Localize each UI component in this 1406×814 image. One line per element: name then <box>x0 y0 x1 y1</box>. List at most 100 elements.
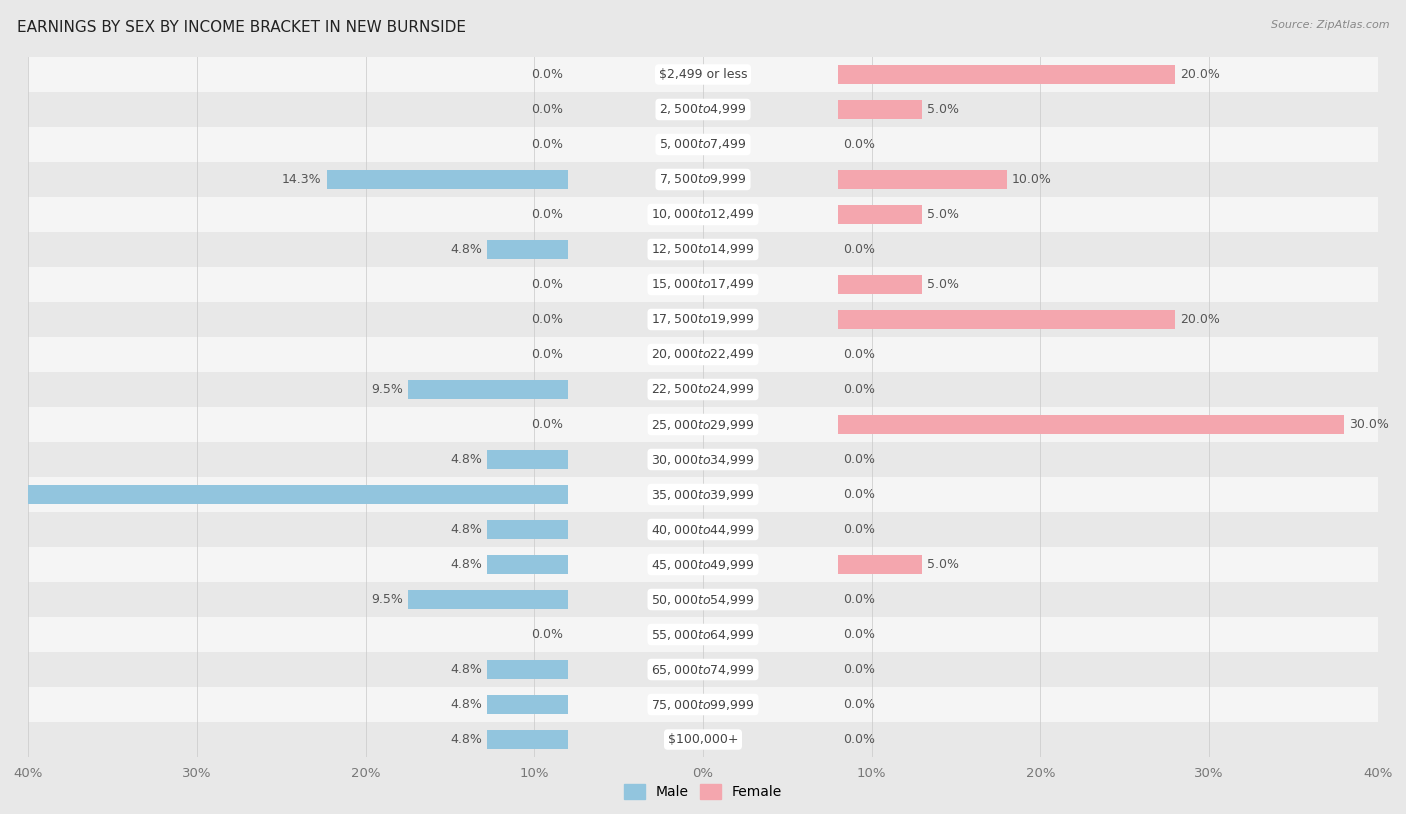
Text: $50,000 to $54,999: $50,000 to $54,999 <box>651 593 755 606</box>
Text: 9.5%: 9.5% <box>371 383 402 396</box>
Text: 0.0%: 0.0% <box>844 663 875 676</box>
Text: $22,500 to $24,999: $22,500 to $24,999 <box>651 383 755 396</box>
Text: $55,000 to $64,999: $55,000 to $64,999 <box>651 628 755 641</box>
FancyBboxPatch shape <box>28 162 1378 197</box>
FancyBboxPatch shape <box>28 722 1378 757</box>
Bar <box>486 240 568 259</box>
Text: 10.0%: 10.0% <box>1012 173 1052 186</box>
FancyBboxPatch shape <box>28 582 1378 617</box>
FancyBboxPatch shape <box>28 372 1378 407</box>
Text: 4.8%: 4.8% <box>450 558 482 571</box>
Text: Source: ZipAtlas.com: Source: ZipAtlas.com <box>1271 20 1389 30</box>
Text: 0.0%: 0.0% <box>531 208 562 221</box>
Text: 20.0%: 20.0% <box>1181 68 1220 81</box>
Text: 0.0%: 0.0% <box>844 383 875 396</box>
Text: 4.8%: 4.8% <box>450 243 482 256</box>
Bar <box>326 170 568 189</box>
Text: 5.0%: 5.0% <box>928 558 959 571</box>
Bar <box>486 695 568 714</box>
Text: 0.0%: 0.0% <box>844 523 875 536</box>
Text: 0.0%: 0.0% <box>531 628 562 641</box>
FancyBboxPatch shape <box>28 442 1378 477</box>
Text: 0.0%: 0.0% <box>844 243 875 256</box>
Bar <box>838 415 1344 434</box>
Text: 0.0%: 0.0% <box>531 68 562 81</box>
Text: 0.0%: 0.0% <box>844 733 875 746</box>
Bar <box>486 450 568 469</box>
FancyBboxPatch shape <box>28 687 1378 722</box>
Text: 0.0%: 0.0% <box>531 418 562 431</box>
FancyBboxPatch shape <box>28 477 1378 512</box>
Text: 0.0%: 0.0% <box>531 103 562 116</box>
Text: $100,000+: $100,000+ <box>668 733 738 746</box>
Text: 4.8%: 4.8% <box>450 523 482 536</box>
FancyBboxPatch shape <box>28 197 1378 232</box>
Text: $2,500 to $4,999: $2,500 to $4,999 <box>659 103 747 116</box>
Text: $20,000 to $22,499: $20,000 to $22,499 <box>651 348 755 361</box>
Bar <box>838 555 922 574</box>
Text: $5,000 to $7,499: $5,000 to $7,499 <box>659 138 747 151</box>
Legend: Male, Female: Male, Female <box>624 784 782 799</box>
Bar <box>486 730 568 749</box>
Text: 4.8%: 4.8% <box>450 663 482 676</box>
FancyBboxPatch shape <box>28 92 1378 127</box>
Bar <box>486 555 568 574</box>
Text: 0.0%: 0.0% <box>844 488 875 501</box>
Text: 0.0%: 0.0% <box>531 138 562 151</box>
Bar <box>486 520 568 539</box>
Text: $30,000 to $34,999: $30,000 to $34,999 <box>651 453 755 466</box>
FancyBboxPatch shape <box>28 407 1378 442</box>
Text: 0.0%: 0.0% <box>531 278 562 291</box>
Text: 0.0%: 0.0% <box>844 628 875 641</box>
Bar <box>838 65 1175 84</box>
Text: $40,000 to $44,999: $40,000 to $44,999 <box>651 523 755 536</box>
Bar <box>838 170 1007 189</box>
FancyBboxPatch shape <box>28 232 1378 267</box>
Text: $35,000 to $39,999: $35,000 to $39,999 <box>651 488 755 501</box>
Text: $15,000 to $17,499: $15,000 to $17,499 <box>651 278 755 291</box>
Text: 4.8%: 4.8% <box>450 453 482 466</box>
Text: 5.0%: 5.0% <box>928 103 959 116</box>
Text: 30.0%: 30.0% <box>1350 418 1389 431</box>
Bar <box>838 310 1175 329</box>
Text: 0.0%: 0.0% <box>844 593 875 606</box>
FancyBboxPatch shape <box>28 127 1378 162</box>
Text: 4.8%: 4.8% <box>450 733 482 746</box>
Bar <box>838 100 922 119</box>
Text: 0.0%: 0.0% <box>844 138 875 151</box>
Text: $65,000 to $74,999: $65,000 to $74,999 <box>651 663 755 676</box>
Text: 9.5%: 9.5% <box>371 593 402 606</box>
FancyBboxPatch shape <box>28 267 1378 302</box>
Text: 0.0%: 0.0% <box>531 313 562 326</box>
Text: $10,000 to $12,499: $10,000 to $12,499 <box>651 208 755 221</box>
Text: $7,500 to $9,999: $7,500 to $9,999 <box>659 173 747 186</box>
FancyBboxPatch shape <box>28 652 1378 687</box>
FancyBboxPatch shape <box>28 302 1378 337</box>
Text: 0.0%: 0.0% <box>531 348 562 361</box>
Text: 20.0%: 20.0% <box>1181 313 1220 326</box>
Text: 5.0%: 5.0% <box>928 278 959 291</box>
FancyBboxPatch shape <box>28 57 1378 92</box>
Text: 0.0%: 0.0% <box>844 453 875 466</box>
Bar <box>6 485 568 504</box>
Bar <box>408 380 568 399</box>
Text: EARNINGS BY SEX BY INCOME BRACKET IN NEW BURNSIDE: EARNINGS BY SEX BY INCOME BRACKET IN NEW… <box>17 20 465 35</box>
Text: 14.3%: 14.3% <box>283 173 322 186</box>
Text: $17,500 to $19,999: $17,500 to $19,999 <box>651 313 755 326</box>
Bar <box>408 590 568 609</box>
Text: 5.0%: 5.0% <box>928 208 959 221</box>
Text: $45,000 to $49,999: $45,000 to $49,999 <box>651 558 755 571</box>
Text: $25,000 to $29,999: $25,000 to $29,999 <box>651 418 755 431</box>
Text: $75,000 to $99,999: $75,000 to $99,999 <box>651 698 755 711</box>
Text: 0.0%: 0.0% <box>844 348 875 361</box>
Text: 0.0%: 0.0% <box>844 698 875 711</box>
FancyBboxPatch shape <box>28 512 1378 547</box>
FancyBboxPatch shape <box>28 547 1378 582</box>
Text: $2,499 or less: $2,499 or less <box>659 68 747 81</box>
Text: 4.8%: 4.8% <box>450 698 482 711</box>
Bar <box>838 205 922 224</box>
FancyBboxPatch shape <box>28 337 1378 372</box>
Bar <box>486 660 568 679</box>
Text: $12,500 to $14,999: $12,500 to $14,999 <box>651 243 755 256</box>
FancyBboxPatch shape <box>28 617 1378 652</box>
